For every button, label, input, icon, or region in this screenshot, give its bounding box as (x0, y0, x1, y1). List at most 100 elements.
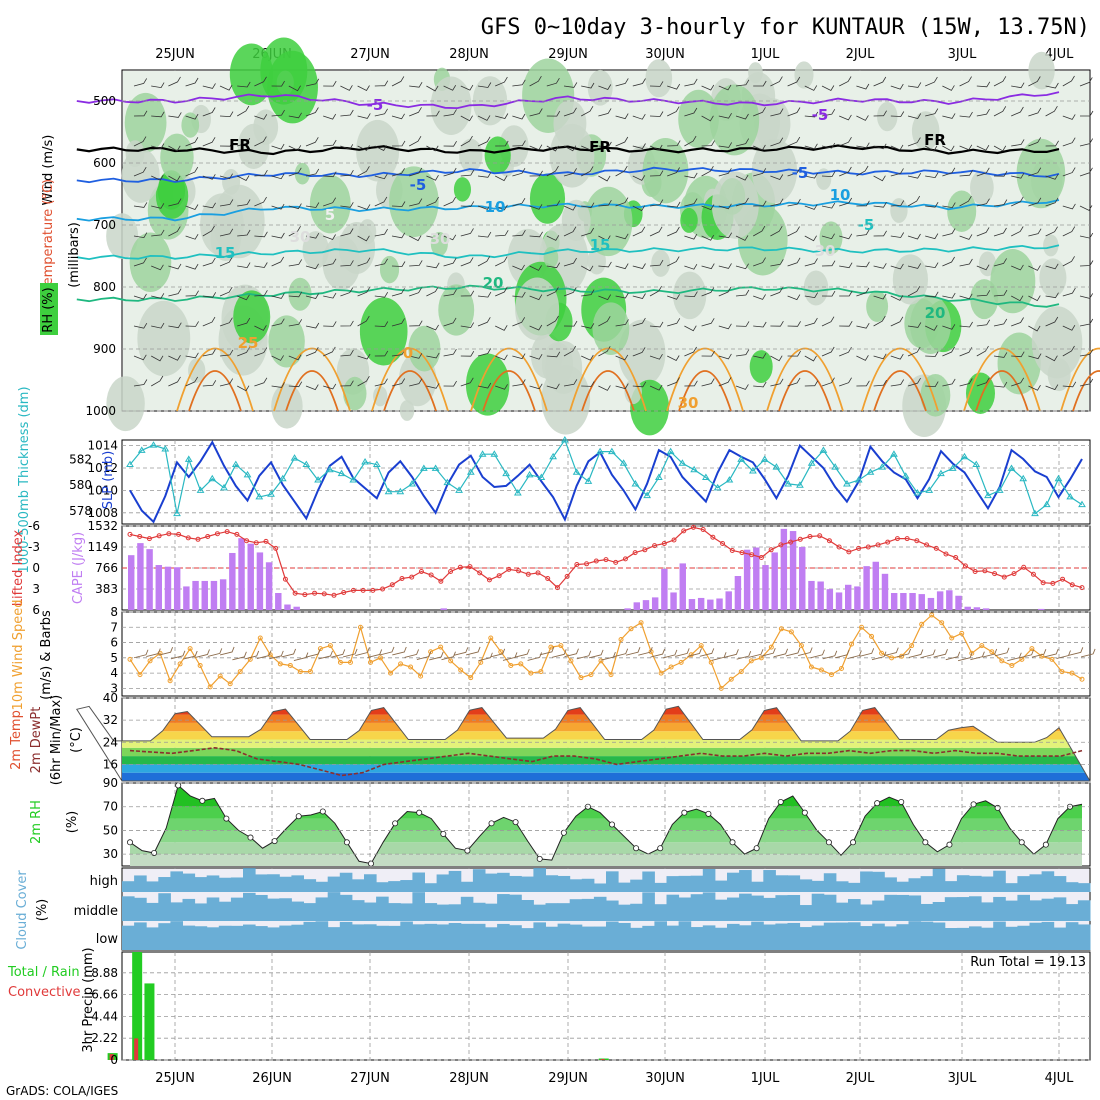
wind-barb (993, 227, 1007, 237)
thickness-marker (314, 476, 322, 483)
cloud-bar-middle (388, 903, 401, 921)
cloud-bar-low (436, 924, 450, 950)
wind-barb (546, 262, 561, 269)
wind-barb (340, 144, 354, 150)
cloud-bar-low (218, 925, 232, 950)
wind-barb (305, 107, 319, 117)
wind-barb (718, 142, 733, 148)
wind-speed-marker (207, 684, 213, 690)
wind-barb (151, 82, 165, 89)
isotherm-20 (76, 284, 1060, 308)
cloud-bar-low (581, 926, 595, 950)
wind-barb (1045, 263, 1059, 270)
lifted-index-marker (962, 563, 968, 569)
wind-barb (305, 384, 319, 391)
wind-barb (650, 648, 666, 658)
wind-barb (477, 82, 492, 88)
wind-barb (993, 199, 1008, 207)
wind-barb (667, 201, 681, 208)
cloud-bar-high (1029, 874, 1043, 892)
wind-barb (821, 85, 835, 92)
isotherm-30 (778, 370, 832, 412)
wind-barb (254, 325, 267, 331)
wind-barb (323, 139, 337, 147)
cloud-bar-high (1077, 883, 1091, 892)
wind-barb (426, 324, 439, 331)
rh-marker (127, 839, 134, 846)
thickness-axis-label: 1000-500mb Thickness (dm) (17, 386, 32, 573)
wind-barb (305, 322, 320, 329)
wind-barb (151, 203, 165, 209)
cloud-bar-middle (182, 898, 196, 921)
cape-bar (955, 595, 962, 610)
wind-barb (374, 258, 388, 267)
cloud-bar-high (460, 881, 474, 892)
wind-barb (649, 144, 663, 151)
thickness-marker (384, 487, 393, 495)
rh-band (130, 806, 1082, 819)
wind-barb (202, 137, 216, 147)
wind-barb (873, 263, 887, 269)
rh-region (890, 198, 908, 223)
rh-marker (151, 849, 158, 856)
cloud-bar-high (799, 879, 813, 892)
wind-barb (615, 354, 629, 361)
wind-barb (1028, 325, 1041, 332)
wind-barb (770, 198, 784, 207)
wind-barb (443, 84, 457, 91)
thickness-marker (466, 468, 475, 475)
rh-marker (994, 804, 1001, 811)
wind-speed-marker (498, 649, 504, 655)
wind-barb (957, 652, 973, 662)
cloud-bar-high (956, 875, 970, 892)
cloud-bar-low (146, 927, 159, 950)
thickness-marker (948, 464, 957, 471)
wind-barb (907, 286, 921, 297)
wind-speed-axis-label: 10m Wind Speed (11, 600, 26, 711)
cloud-bar-middle (714, 899, 728, 921)
wind-barb (701, 115, 714, 122)
rh-region (188, 358, 206, 383)
thickness-marker (666, 447, 675, 455)
wind-speed-marker (1079, 676, 1085, 682)
wind-speed-marker (217, 673, 223, 679)
cloud-bar-high (714, 880, 728, 892)
wind-barb (391, 261, 406, 267)
wind-barb (219, 111, 234, 118)
wind-barb (340, 169, 354, 177)
wind-barb (959, 111, 973, 118)
wind-barb (959, 169, 973, 177)
date-label-top: 3JUL (948, 47, 978, 62)
temp-band (122, 764, 1090, 773)
thickness-marker (349, 476, 358, 483)
wind-barb (993, 289, 1008, 297)
rh-marker (922, 839, 929, 846)
wind-barb (207, 648, 223, 657)
cloud-bar-middle (315, 897, 329, 921)
cape-bar (697, 597, 705, 610)
wind-barb (195, 649, 210, 658)
wind-barb (907, 346, 921, 357)
series-line (129, 440, 1083, 524)
wind-barb (271, 203, 285, 210)
rh-marker (343, 839, 350, 846)
rh-region (453, 177, 472, 202)
wind-barb (724, 649, 739, 658)
wind-barb (822, 650, 838, 660)
rh-region (1039, 258, 1067, 298)
panels: 25JUN25JUN26JUN26JUN27JUN27JUN28JUN28JUN… (7, 37, 1100, 1086)
contour-label: 30 (678, 394, 699, 412)
wind-barb (288, 112, 302, 119)
thickness-marker (725, 476, 734, 483)
cloud-bar-middle (702, 892, 716, 921)
cloud-bar-low (557, 923, 571, 950)
wind-barb (684, 346, 697, 357)
cloud-bar-middle (1077, 900, 1091, 921)
wind-barb (443, 289, 457, 297)
wind-barb (1028, 137, 1042, 147)
cloud-bar-low (158, 923, 171, 950)
wind-barb (649, 259, 664, 267)
wind-barb (649, 353, 663, 360)
wind-barb (515, 648, 530, 658)
rh-region (124, 92, 167, 153)
